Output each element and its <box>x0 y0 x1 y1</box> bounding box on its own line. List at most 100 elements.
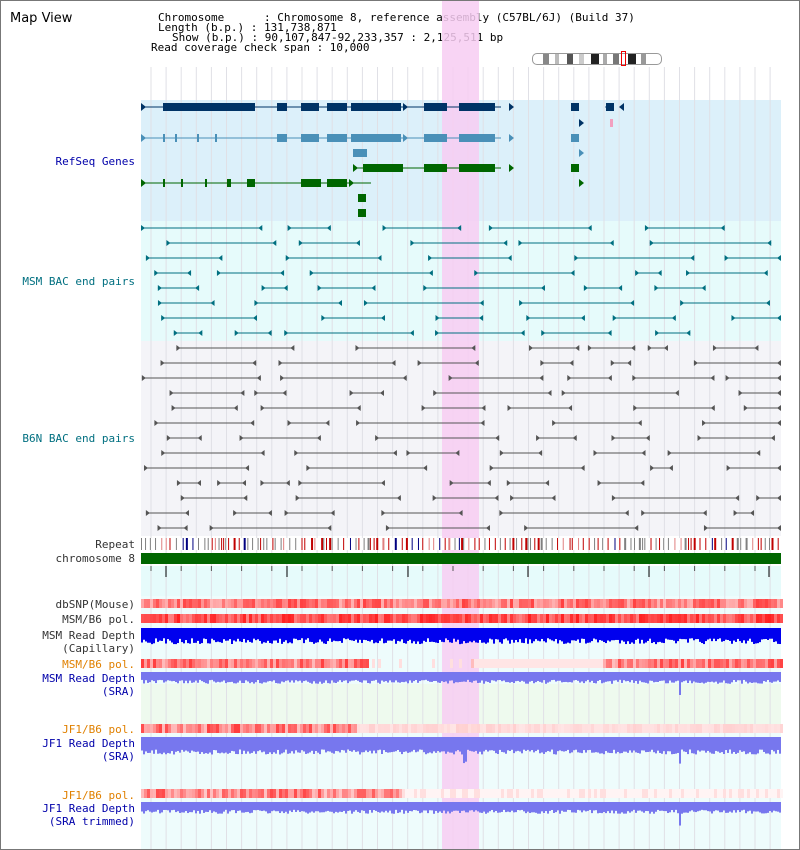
dbsnp-cell <box>345 599 348 608</box>
b6n-bac-pair <box>743 405 748 411</box>
b6n-bac-pair <box>770 435 775 441</box>
jf1-pol-trim-cell <box>672 789 675 798</box>
jf1-pol-cell <box>732 724 735 733</box>
dbsnp-cell <box>492 599 495 608</box>
jf1-depth-sra-bar <box>597 737 599 753</box>
msm-pol-cell <box>645 614 648 623</box>
jf1-pol-trim-cell <box>267 789 270 798</box>
jf1-depth-trim-bar <box>323 802 325 813</box>
repeat-mark <box>688 538 690 550</box>
jf1-depth-trim-bar <box>477 802 479 812</box>
jf1-pol-cell <box>777 724 780 733</box>
msm-depth-cap-bar <box>473 628 475 641</box>
msm-bac-pair <box>474 270 479 276</box>
msm-depth-cap-bar <box>533 628 535 642</box>
dbsnp-cell <box>243 599 246 608</box>
msm-depth-sra-bar <box>693 672 695 682</box>
gene-arrow <box>403 103 408 111</box>
msm-depth-sra-bar <box>697 672 699 683</box>
jf1-pol-cell <box>486 724 489 733</box>
msm-pol-cell <box>195 614 198 623</box>
jf1-depth-trim-bar <box>515 802 517 813</box>
jf1-pol-trim-cell <box>678 789 681 798</box>
jf1-depth-sra-bar <box>189 737 191 753</box>
msm-depth-sra-bar <box>607 672 609 682</box>
jf1-pol-trim-cell <box>759 789 762 798</box>
repeat-mark <box>529 538 531 550</box>
jf1-pol-cell <box>738 724 741 733</box>
msm-depth-sra-bar <box>703 672 705 684</box>
msm-pol-sra-cell <box>705 659 708 668</box>
jf1-depth-sra-bar <box>529 737 531 752</box>
jf1-depth-sra-bar <box>365 737 367 751</box>
msm-pol-cell <box>468 614 471 623</box>
msm-pol-sra-cell <box>561 659 564 668</box>
msm-depth-cap-bar <box>227 628 229 641</box>
b6n-bac-pair <box>633 405 638 411</box>
msm-depth-cap-bar <box>331 628 333 642</box>
msm-depth-cap-bar <box>517 628 519 643</box>
msm-depth-sra-bar <box>167 672 169 681</box>
jf1-depth-trim-bar <box>401 802 403 810</box>
msm-depth-cap-bar <box>215 628 217 643</box>
jf1-depth-trim-bar <box>211 802 213 813</box>
msm-pol-cell <box>351 614 354 623</box>
dbsnp-cell <box>255 599 258 608</box>
msm-depth-sra-bar <box>141 672 143 680</box>
msm-pol-sra-cell <box>363 659 366 668</box>
b6n-bac-pair <box>260 450 265 456</box>
jf1-depth-trim-bar <box>601 802 603 814</box>
b6n-bac-pair <box>489 465 494 471</box>
jf1-depth-trim-bar <box>469 802 471 811</box>
msm-depth-cap-bar <box>255 628 257 641</box>
jf1-depth-trim-bar <box>229 802 231 812</box>
jf1-depth-sra-bar <box>671 737 673 755</box>
dbsnp-cell <box>477 599 480 608</box>
jf1-depth-trim-bar <box>671 802 673 811</box>
msm-pol-cell <box>378 614 381 623</box>
jf1-depth-trim-bar <box>513 802 515 813</box>
msm-depth-cap-bar <box>597 628 599 643</box>
dbsnp-cell <box>264 599 267 608</box>
msm-depth-sra-bar <box>295 672 297 681</box>
jf1-depth-sra-bar <box>441 737 443 752</box>
jf1-depth-trim-bar <box>279 802 281 814</box>
repeat-mark <box>655 538 657 550</box>
msm-depth-sra-bar <box>417 672 419 683</box>
jf1-pol-trim-cell <box>249 789 252 798</box>
jf1-depth-sra-bar <box>721 737 723 753</box>
jf1-depth-trim-bar <box>527 802 529 812</box>
dbsnp-cell <box>636 599 639 608</box>
jf1-depth-trim-bar <box>141 802 143 812</box>
jf1-depth-sra-bar <box>699 737 701 752</box>
chromosome-ideogram[interactable] <box>532 53 662 65</box>
msm-pol-sra-cell <box>696 659 699 668</box>
jf1-depth-sra-bar <box>263 737 265 752</box>
msm-pol-sra-cell <box>657 659 660 668</box>
jf1-depth-sra-bar <box>579 737 581 753</box>
msm-pol-cell <box>681 614 684 623</box>
msm-depth-sra-bar <box>655 672 657 682</box>
jf1-depth-trim-bar <box>605 802 607 814</box>
msm-bac-pair <box>321 315 326 321</box>
msm-depth-cap-bar <box>441 628 443 642</box>
msm-bac-pair <box>166 240 171 246</box>
msm-depth-cap-bar <box>509 628 511 644</box>
msm-pol-cell <box>525 614 528 623</box>
jf1-depth-trim-bar <box>431 802 433 811</box>
jf1-depth-trim-bar <box>149 802 151 812</box>
jf1-depth-trim-bar <box>623 802 625 814</box>
msm-bac-pair <box>580 315 585 321</box>
jf1-pol-cell <box>501 724 504 733</box>
dbsnp-cell <box>495 599 498 608</box>
jf1-pol-cell <box>168 724 171 733</box>
msm-pol-sra-cell <box>231 659 234 668</box>
jf1-pol-trim-cell <box>189 789 192 798</box>
repeat-mark <box>474 538 476 550</box>
jf1-depth-sra-bar <box>477 737 479 754</box>
repeat-mark <box>711 538 713 550</box>
jf1-pol-trim-cell <box>456 789 459 798</box>
jf1-pol-cell <box>573 724 576 733</box>
gene-exon <box>459 164 495 172</box>
